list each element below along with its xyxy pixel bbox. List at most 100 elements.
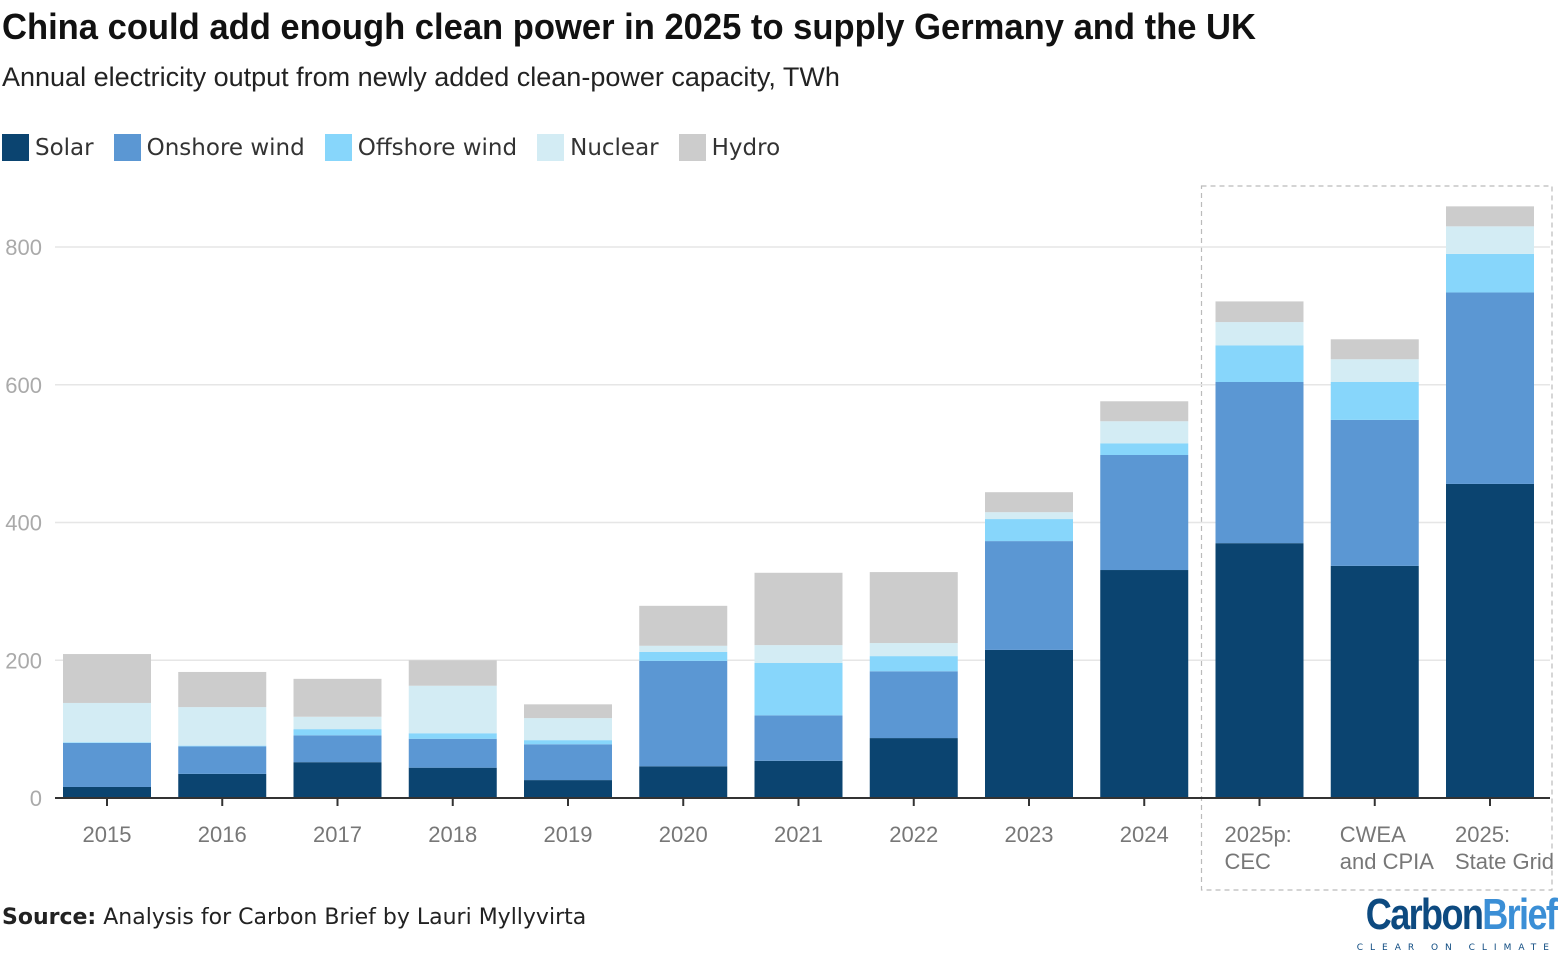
- x-tick-label: 2025: State Grid: [1455, 822, 1554, 874]
- logo-part2: Brief: [1481, 890, 1558, 939]
- legend-swatch: [113, 134, 141, 161]
- legend-label: Onshore wind: [146, 134, 305, 161]
- legend-swatch: [678, 134, 706, 161]
- bar-segment-onshore-wind: [293, 735, 382, 763]
- bar-segment-onshore-wind: [985, 541, 1073, 650]
- legend-label: Offshore wind: [357, 134, 518, 161]
- chart-subtitle: Annual electricity output from newly add…: [2, 62, 840, 92]
- bar-segment-solar: [524, 780, 612, 798]
- legend-item: Nuclear: [537, 134, 659, 161]
- bar-segment-onshore-wind: [63, 742, 151, 787]
- x-tick-label: 2016: [198, 822, 247, 847]
- bar-segment-hydro: [639, 605, 728, 646]
- bar-segment-offshore-wind: [1446, 253, 1534, 293]
- x-tick-label: 2022: [889, 822, 938, 847]
- bar-segment-offshore-wind: [63, 742, 151, 743]
- bar-segment-solar: [985, 649, 1073, 798]
- legend-item: Hydro: [678, 134, 781, 161]
- bar-segment-nuclear: [293, 716, 382, 730]
- bar-segment-onshore-wind: [1330, 419, 1419, 566]
- bar-segment-onshore-wind: [754, 715, 843, 761]
- legend-item: Offshore wind: [324, 134, 518, 161]
- x-tick-label: 2023: [1005, 822, 1054, 847]
- bar-segment-nuclear: [1215, 322, 1304, 346]
- y-tick-label: 400: [5, 511, 42, 536]
- bar-segment-nuclear: [63, 702, 151, 743]
- logo-tagline: CLEAR ON CLIMATE: [1356, 943, 1556, 953]
- bar-segment-nuclear: [524, 718, 612, 741]
- legend-item: Onshore wind: [113, 134, 305, 161]
- bar-segment-hydro: [1100, 401, 1189, 422]
- y-tick-label: 200: [5, 648, 42, 673]
- bar-segment-nuclear: [178, 707, 267, 746]
- carbon-brief-logo: CarbonBrief CLEAR ON CLIMATE: [1324, 890, 1558, 954]
- bar-segment-onshore-wind: [639, 660, 728, 767]
- bar-segment-solar: [1446, 483, 1534, 798]
- bar-segment-offshore-wind: [293, 729, 382, 736]
- legend-swatch: [2, 134, 29, 161]
- bar-segment-offshore-wind: [1215, 345, 1304, 382]
- bar-segment-nuclear: [754, 645, 843, 664]
- highlight-box: [1200, 185, 1553, 891]
- bar-segment-hydro: [1330, 339, 1419, 360]
- bar-segment-offshore-wind: [408, 733, 497, 739]
- bar-segment-onshore-wind: [524, 744, 612, 781]
- y-tick-label: 800: [5, 235, 42, 260]
- bar-segment-nuclear: [869, 643, 958, 657]
- bar-segment-hydro: [63, 654, 151, 703]
- x-tick-label: 2015: [83, 822, 132, 847]
- x-tick-label: 2024: [1120, 822, 1169, 847]
- bar-segment-solar: [754, 760, 843, 798]
- bar-segment-offshore-wind: [1100, 443, 1189, 456]
- source-text: Analysis for Carbon Brief by Lauri Mylly…: [96, 905, 587, 930]
- bar-segment-nuclear: [1446, 226, 1534, 254]
- bar-segment-offshore-wind: [1330, 381, 1419, 420]
- bar-segment-hydro: [524, 704, 612, 719]
- legend-swatch: [324, 134, 352, 161]
- bar-segment-nuclear: [639, 645, 728, 652]
- bar-segment-hydro: [1446, 206, 1534, 227]
- bar-segment-solar: [869, 738, 958, 798]
- x-tick-label: CWEA and CPIA: [1340, 822, 1434, 874]
- bar-segment-hydro: [1215, 301, 1304, 323]
- x-tick-label: 2017: [313, 822, 362, 847]
- bar-segment-offshore-wind: [869, 656, 958, 672]
- bar-segment-hydro: [754, 572, 843, 646]
- bar-segment-solar: [293, 762, 382, 798]
- bar-segment-offshore-wind: [178, 745, 267, 747]
- legend-label: Solar: [35, 134, 94, 161]
- bar-segment-offshore-wind: [639, 651, 728, 661]
- bar-segment-nuclear: [408, 685, 497, 734]
- legend-item: Solar: [2, 134, 94, 161]
- bar-segment-solar: [408, 767, 497, 798]
- source-note: Source: Analysis for Carbon Brief by Lau…: [2, 905, 586, 930]
- chart-title: China could add enough clean power in 20…: [2, 6, 1256, 47]
- bar-segment-offshore-wind: [754, 663, 843, 716]
- bar-segment-nuclear: [985, 512, 1073, 520]
- bar-segment-solar: [63, 786, 151, 798]
- x-tick-label: 2018: [428, 822, 477, 847]
- legend-swatch: [537, 134, 565, 161]
- bar-segment-solar: [1100, 570, 1189, 798]
- bar-segment-solar: [639, 766, 728, 798]
- bar-segment-hydro: [869, 572, 958, 644]
- legend-label: Hydro: [711, 134, 781, 161]
- logo-wordmark: CarbonBrief: [1365, 890, 1558, 940]
- y-tick-label: 600: [5, 373, 42, 398]
- bar-segment-hydro: [178, 671, 267, 708]
- bar-segment-offshore-wind: [985, 519, 1073, 542]
- x-tick-label: 2021: [774, 822, 823, 847]
- x-tick-label: 2025p: CEC: [1225, 822, 1292, 874]
- x-tick-label: 2019: [544, 822, 593, 847]
- bar-segment-nuclear: [1100, 421, 1189, 444]
- bar-segment-onshore-wind: [408, 738, 497, 768]
- bar-segment-onshore-wind: [869, 671, 958, 739]
- bar-segment-hydro: [293, 678, 382, 717]
- bar-segment-offshore-wind: [524, 740, 612, 745]
- bar-segment-solar: [1330, 565, 1419, 798]
- bar-segment-solar: [178, 773, 267, 798]
- bar-segment-solar: [1215, 543, 1304, 798]
- bar-segment-onshore-wind: [178, 746, 267, 774]
- logo-part1: Carbon: [1365, 890, 1484, 939]
